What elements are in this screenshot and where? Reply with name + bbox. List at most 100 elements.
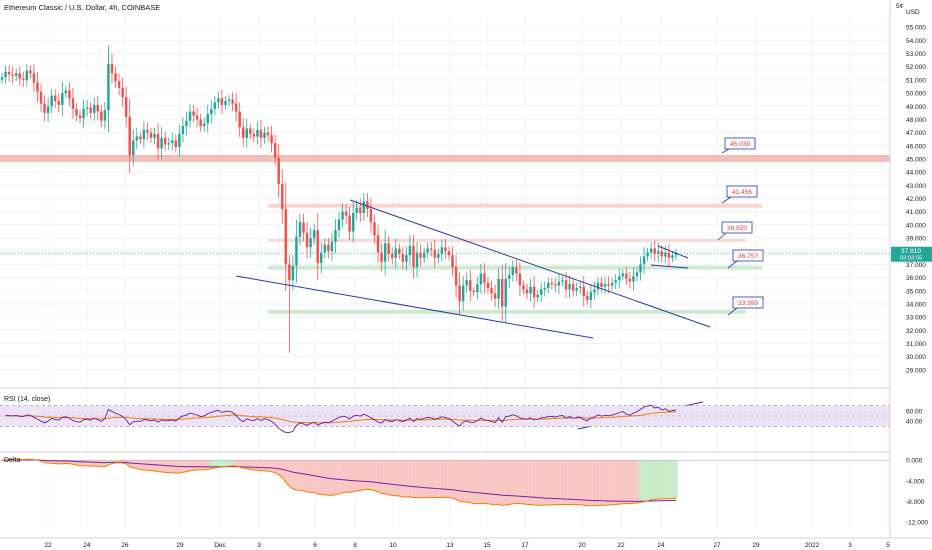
delta-histogram-bar bbox=[546, 460, 551, 505]
delta-histogram-bar bbox=[479, 460, 483, 504]
delta-histogram-bar bbox=[195, 460, 199, 470]
candle-body bbox=[270, 135, 273, 144]
candle-body bbox=[653, 248, 656, 254]
candle-body bbox=[320, 252, 323, 264]
time-tick-label: 20 bbox=[578, 542, 586, 549]
candle-body bbox=[454, 267, 458, 286]
delta-histogram-bar bbox=[401, 460, 405, 497]
delta-histogram-bar bbox=[131, 460, 136, 468]
candle-body bbox=[192, 111, 195, 116]
candle-body bbox=[305, 232, 309, 248]
delta-histogram-bar bbox=[553, 460, 558, 505]
delta-histogram-bar bbox=[340, 460, 345, 493]
candle-body bbox=[284, 209, 288, 265]
candle-body bbox=[135, 136, 139, 141]
candle-body bbox=[603, 284, 607, 287]
delta-histogram-bar bbox=[468, 460, 473, 503]
candle-body bbox=[92, 104, 96, 113]
delta-histogram-bar bbox=[220, 460, 224, 467]
candle-countdown: 03:03:55 bbox=[900, 256, 923, 262]
candle-body bbox=[373, 222, 376, 236]
delta-histogram-bar bbox=[603, 460, 607, 506]
delta-histogram-bar bbox=[635, 460, 639, 504]
level-labels: 45.039 41.456 38.820 36.757 33.399 bbox=[717, 137, 764, 316]
candle-body bbox=[291, 265, 295, 281]
price-axis[interactable]: 29.000 30.000 31.000 32.000 33.000 34.000 35.0… bbox=[889, 0, 932, 550]
time-tick-label: 15 bbox=[483, 542, 491, 549]
candle-body bbox=[476, 284, 479, 293]
candle-body bbox=[348, 215, 351, 232]
candle-body bbox=[614, 280, 617, 283]
delta-histogram-bar bbox=[457, 460, 462, 502]
delta-histogram-bar bbox=[408, 460, 412, 497]
delta-histogram-bar bbox=[638, 460, 643, 503]
corner-label: 5¢ bbox=[896, 3, 904, 10]
candle-body bbox=[529, 286, 532, 294]
candle-body bbox=[100, 111, 103, 121]
candle-body bbox=[586, 296, 589, 300]
candle-body bbox=[312, 230, 316, 239]
price-tick-label: 53.000 bbox=[906, 51, 926, 58]
delta-histogram-bar bbox=[386, 460, 391, 495]
delta-histogram-bar bbox=[663, 460, 668, 499]
candle-body bbox=[415, 252, 419, 268]
delta-histogram-bar bbox=[354, 460, 359, 491]
delta-histogram-bar bbox=[358, 460, 363, 491]
price-tick-label: 46.000 bbox=[906, 143, 926, 150]
price-tick-label: 42.000 bbox=[906, 196, 926, 203]
price-tick-label: 40.000 bbox=[906, 222, 926, 229]
delta-histogram-bar bbox=[592, 460, 597, 506]
candle-body bbox=[18, 73, 21, 79]
price-tick-label: 39.000 bbox=[906, 236, 926, 243]
delta-histogram-bar bbox=[120, 460, 125, 463]
time-tick-label: 10 bbox=[389, 542, 397, 549]
candle-body bbox=[75, 108, 78, 116]
time-axis[interactable]: 22 24 26 29 Dec 3 6 8 10 13 15 17 20 22 24 27 29 2022 3 5 bbox=[0, 537, 932, 549]
price-tick-label: 30.000 bbox=[906, 354, 926, 361]
delta-histogram-bar bbox=[482, 460, 487, 504]
delta-histogram-bar bbox=[149, 460, 153, 471]
delta-histogram-bar bbox=[542, 460, 547, 506]
candle-body bbox=[664, 252, 667, 257]
rsi-tick-label: 40.00 bbox=[906, 419, 923, 426]
candle-body bbox=[490, 288, 493, 294]
candle-body bbox=[444, 247, 447, 252]
delta-histogram-bar bbox=[376, 460, 380, 492]
delta-histogram-bar bbox=[198, 460, 203, 470]
candle-body bbox=[610, 282, 614, 286]
candle-body bbox=[568, 284, 571, 290]
candle-body bbox=[429, 248, 433, 250]
delta-histogram-bar bbox=[472, 460, 476, 504]
candle-body bbox=[575, 288, 578, 291]
delta-histogram-bar bbox=[159, 460, 164, 472]
candle-body bbox=[210, 108, 213, 115]
candle-body bbox=[298, 222, 302, 237]
delta-histogram-bar bbox=[347, 460, 352, 493]
delta-histogram-bar bbox=[404, 460, 409, 497]
delta-histogram-bar bbox=[74, 460, 79, 465]
delta-histogram-bar bbox=[223, 460, 228, 467]
delta-histogram-bar bbox=[606, 460, 611, 505]
candle-body bbox=[344, 211, 348, 216]
price-tick-label: 29.000 bbox=[906, 367, 926, 374]
candle-body bbox=[25, 70, 29, 80]
candle-body bbox=[4, 71, 7, 78]
rsi-tick-label: 60.00 bbox=[906, 408, 923, 415]
candle-body bbox=[451, 255, 454, 268]
price-trendline bbox=[650, 264, 689, 269]
candle-body bbox=[11, 74, 14, 76]
delta-histogram-bar bbox=[64, 460, 68, 464]
delta-histogram-bar bbox=[230, 460, 235, 466]
candle-body bbox=[249, 128, 252, 134]
candle-body bbox=[160, 137, 163, 149]
candle-body bbox=[309, 238, 312, 248]
candle-body bbox=[22, 78, 25, 80]
delta-histogram-bar bbox=[631, 460, 636, 504]
delta-histogram-bar bbox=[305, 460, 309, 492]
delta-histogram-bar bbox=[188, 460, 192, 471]
candle-body bbox=[578, 286, 582, 289]
candle-body bbox=[504, 278, 507, 307]
candle-body bbox=[85, 107, 89, 109]
rsi-ma-line bbox=[5, 411, 677, 424]
